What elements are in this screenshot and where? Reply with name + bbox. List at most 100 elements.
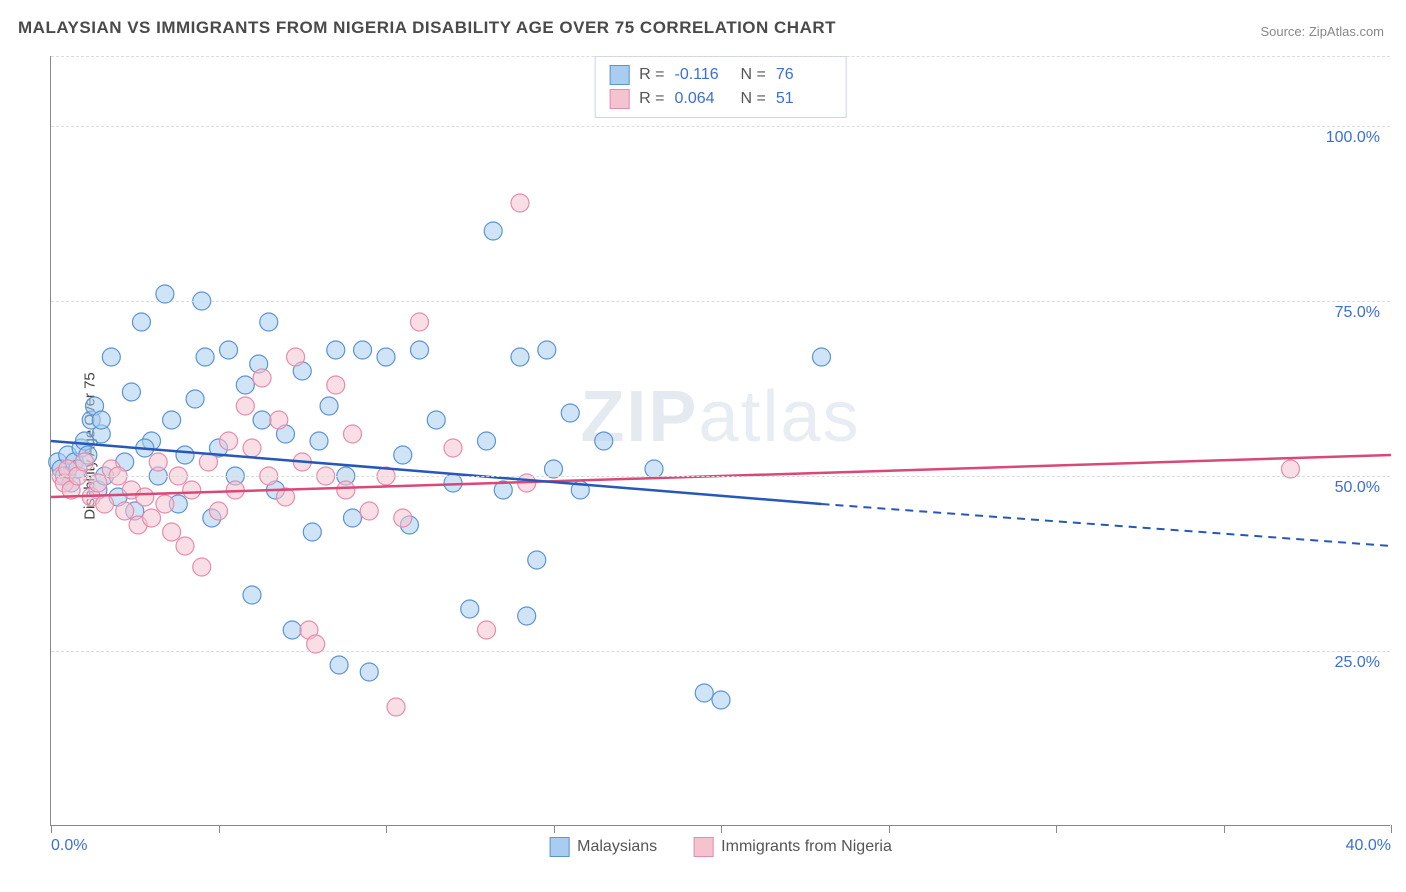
scatter-point-series-0 — [196, 348, 214, 366]
legend-bottom: Malaysians Immigrants from Nigeria — [549, 837, 892, 857]
scatter-point-series-1 — [360, 502, 378, 520]
scatter-point-series-1 — [149, 453, 167, 471]
source-label: Source: ZipAtlas.com — [1260, 24, 1384, 39]
x-tick — [1056, 825, 1057, 833]
scatter-point-series-1 — [76, 453, 94, 471]
r-value-0: -0.116 — [675, 66, 731, 84]
x-tick — [1391, 825, 1392, 833]
y-tick-label: 50.0% — [1335, 479, 1380, 497]
swatch-series-0 — [609, 65, 629, 85]
scatter-point-series-0 — [163, 411, 181, 429]
scatter-point-series-0 — [92, 411, 110, 429]
chart-title: MALAYSIAN VS IMMIGRANTS FROM NIGERIA DIS… — [18, 18, 836, 38]
x-tick — [721, 825, 722, 833]
y-tick-label: 100.0% — [1326, 129, 1380, 147]
scatter-point-series-0 — [330, 656, 348, 674]
scatter-point-series-0 — [186, 390, 204, 408]
scatter-point-series-0 — [176, 446, 194, 464]
legend-swatch-1 — [693, 837, 713, 857]
gridline — [51, 56, 1390, 57]
scatter-point-series-1 — [220, 432, 238, 450]
gridline — [51, 476, 1390, 477]
scatter-point-series-0 — [813, 348, 831, 366]
scatter-point-series-0 — [478, 432, 496, 450]
scatter-point-series-1 — [210, 502, 228, 520]
scatter-point-series-0 — [132, 313, 150, 331]
y-tick-label: 75.0% — [1335, 304, 1380, 322]
stats-row-1: R = 0.064 N = 51 — [609, 87, 832, 111]
legend-swatch-0 — [549, 837, 569, 857]
scatter-point-series-0 — [122, 383, 140, 401]
scatter-point-series-0 — [283, 621, 301, 639]
x-tick — [51, 825, 52, 833]
n-value-1: 51 — [776, 90, 832, 108]
scatter-point-series-1 — [270, 411, 288, 429]
scatter-point-series-0 — [243, 586, 261, 604]
x-tick-label: 40.0% — [1346, 837, 1391, 855]
stats-box: R = -0.116 N = 76 R = 0.064 N = 51 — [594, 56, 847, 118]
scatter-point-series-0 — [102, 348, 120, 366]
scatter-point-series-1 — [156, 495, 174, 513]
x-tick-label: 0.0% — [51, 837, 87, 855]
plot-area: ZIPatlas R = -0.116 N = 76 R = 0.064 N =… — [50, 56, 1390, 826]
scatter-point-series-0 — [253, 411, 271, 429]
scatter-point-series-0 — [260, 313, 278, 331]
scatter-point-series-0 — [411, 341, 429, 359]
scatter-point-series-1 — [163, 523, 181, 541]
scatter-point-series-0 — [303, 523, 321, 541]
legend-item-1: Immigrants from Nigeria — [693, 837, 892, 857]
scatter-point-series-1 — [96, 495, 114, 513]
scatter-point-series-0 — [320, 397, 338, 415]
scatter-point-series-1 — [199, 453, 217, 471]
scatter-point-series-1 — [327, 376, 345, 394]
swatch-series-1 — [609, 89, 629, 109]
scatter-point-series-1 — [444, 439, 462, 457]
scatter-point-series-1 — [193, 558, 211, 576]
r-label: R = — [639, 66, 664, 84]
gridline — [51, 651, 1390, 652]
scatter-point-series-0 — [518, 607, 536, 625]
scatter-point-series-0 — [511, 348, 529, 366]
scatter-point-series-1 — [176, 537, 194, 555]
n-value-0: 76 — [776, 66, 832, 84]
scatter-point-series-0 — [394, 446, 412, 464]
legend-item-0: Malaysians — [549, 837, 657, 857]
n-label: N = — [741, 66, 766, 84]
scatter-point-series-1 — [243, 439, 261, 457]
scatter-point-series-1 — [344, 425, 362, 443]
chart-svg — [51, 56, 1390, 825]
scatter-point-series-1 — [116, 502, 134, 520]
scatter-point-series-0 — [484, 222, 502, 240]
scatter-point-series-1 — [411, 313, 429, 331]
scatter-point-series-1 — [387, 698, 405, 716]
x-tick — [386, 825, 387, 833]
scatter-point-series-0 — [427, 411, 445, 429]
trend-line-series-0-extrapolated — [822, 504, 1392, 546]
scatter-point-series-0 — [595, 432, 613, 450]
x-tick — [1224, 825, 1225, 833]
gridline — [51, 126, 1390, 127]
scatter-point-series-0 — [528, 551, 546, 569]
scatter-point-series-0 — [461, 600, 479, 618]
scatter-point-series-1 — [511, 194, 529, 212]
r-label: R = — [639, 90, 664, 108]
legend-label-0: Malaysians — [577, 838, 657, 856]
scatter-point-series-0 — [310, 432, 328, 450]
y-tick-label: 25.0% — [1335, 654, 1380, 672]
scatter-point-series-0 — [344, 509, 362, 527]
scatter-point-series-0 — [695, 684, 713, 702]
scatter-point-series-1 — [337, 481, 355, 499]
r-value-1: 0.064 — [675, 90, 731, 108]
gridline — [51, 301, 1390, 302]
x-tick — [889, 825, 890, 833]
scatter-point-series-1 — [236, 397, 254, 415]
scatter-point-series-0 — [327, 341, 345, 359]
scatter-point-series-0 — [561, 404, 579, 422]
x-tick — [219, 825, 220, 833]
stats-row-0: R = -0.116 N = 76 — [609, 63, 832, 87]
legend-label-1: Immigrants from Nigeria — [721, 838, 892, 856]
scatter-point-series-0 — [538, 341, 556, 359]
scatter-point-series-0 — [377, 348, 395, 366]
scatter-point-series-1 — [253, 369, 271, 387]
scatter-point-series-1 — [143, 509, 161, 527]
